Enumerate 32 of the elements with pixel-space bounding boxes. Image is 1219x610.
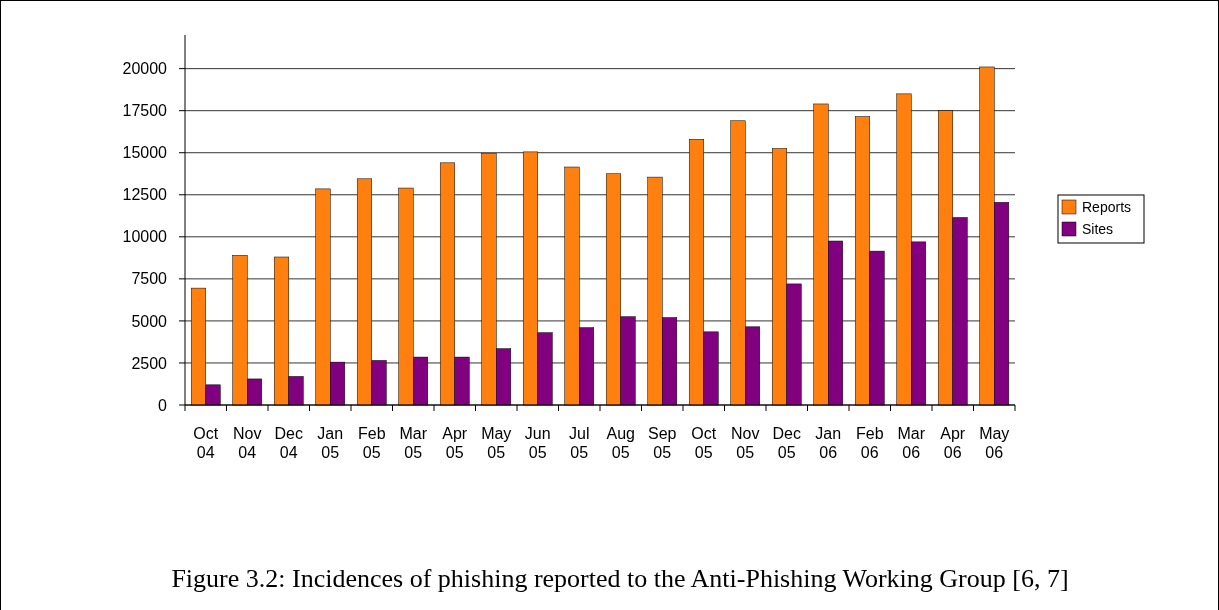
caption: Figure 3.2: Incidences of phishing reported to the Anti-Phishing Working Group [6, 7] <box>171 564 1069 593</box>
y-tick-label: 0 <box>158 396 168 414</box>
x-tick-label: Mar 05 <box>399 425 428 461</box>
y-tick-label: 17500 <box>122 102 168 120</box>
x-tick-label: Dec 05 <box>772 425 801 461</box>
x-tick-label: Jul 05 <box>569 425 590 461</box>
x-tick-label: Aug 05 <box>606 425 635 461</box>
x-tick-label: Feb 06 <box>855 425 884 461</box>
x-tick-label: Jan 05 <box>317 425 344 461</box>
x-tick-label: Nov 04 <box>233 425 262 461</box>
y-tick-label: 5000 <box>131 312 168 330</box>
y-tick-label: 15000 <box>122 144 168 162</box>
x-tick-label: May 06 <box>979 425 1010 461</box>
legend-label: Reports <box>1082 198 1132 215</box>
x-tick-label: Nov 05 <box>731 425 760 461</box>
x-tick-label: Sep 05 <box>648 425 677 461</box>
x-tick-label: Jun 05 <box>524 425 551 461</box>
y-tick-label: 2500 <box>131 354 168 372</box>
x-tick-label: Oct 04 <box>193 425 219 461</box>
x-tick-label: Apr 06 <box>940 425 966 461</box>
y-tick-label: 20000 <box>122 60 168 78</box>
y-tick-label: 10000 <box>122 228 168 246</box>
y-tick-label: 12500 <box>122 186 168 204</box>
x-tick-label: Oct 05 <box>691 425 717 461</box>
x-tick-label: Jan 06 <box>815 425 842 461</box>
legend-label: Sites <box>1082 220 1114 237</box>
y-tick-label: 7500 <box>131 270 168 288</box>
x-tick-label: Apr 05 <box>442 425 468 461</box>
x-tick-label: Mar 06 <box>897 425 926 461</box>
x-tick-label: May 05 <box>481 425 512 461</box>
x-tick-label: Feb 05 <box>357 425 386 461</box>
x-tick-label: Dec 04 <box>274 425 303 461</box>
